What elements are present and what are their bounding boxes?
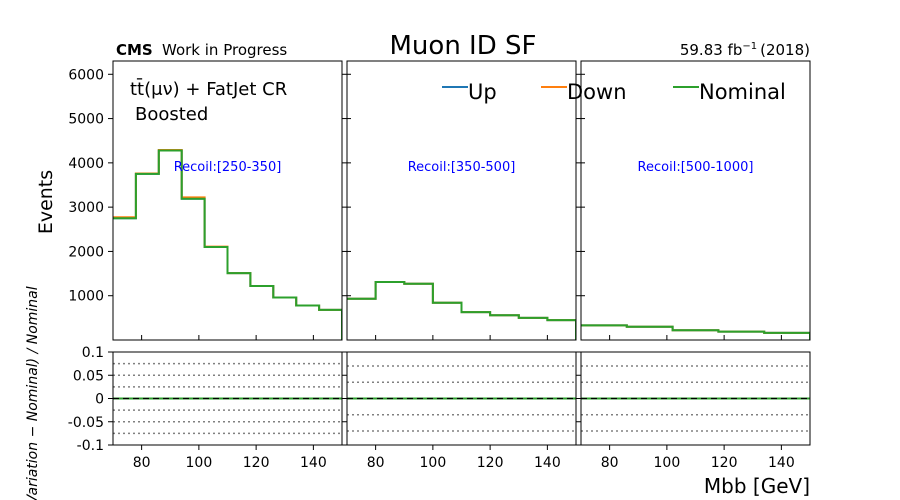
panel-3: Recoil:[500-1000] 80 100 120 140 — [576, 60, 811, 471]
x-tick-label: 120 — [243, 455, 270, 471]
y-tick-label: 6000 — [68, 67, 104, 83]
ratio-y-tick-label: -0.05 — [68, 415, 104, 431]
x-tick-label: 140 — [300, 455, 327, 471]
main-frame — [346, 60, 577, 341]
panel-2: Recoil:[350-500] 80 100 120 140 — [342, 60, 577, 471]
x-tick-label: 140 — [534, 455, 561, 471]
y-axis-title: Events — [35, 170, 57, 234]
y-tick-label: 1000 — [68, 289, 104, 305]
lumi-year: (2018) — [760, 41, 810, 59]
series-down-line — [113, 149, 342, 340]
histogram-lines — [113, 149, 342, 340]
legend-nominal-label: Nominal — [699, 80, 786, 104]
x-tick-label: 80 — [133, 455, 151, 471]
ratio-y-tick-label: 0 — [95, 392, 104, 408]
panel-1: 100020003000400050006000Recoil:[250-350]… — [68, 60, 343, 471]
plots: 100020003000400050006000Recoil:[250-350]… — [68, 60, 811, 471]
luminosity-label: 59.83 fb−1 (2018) — [680, 41, 810, 59]
lumi-value: 59.83 fb — [680, 41, 743, 59]
y-tick-label: 3000 — [68, 200, 104, 216]
x-tick-label: 100 — [654, 455, 681, 471]
y-tick-label: 2000 — [68, 244, 104, 260]
main-frame — [112, 60, 343, 341]
legend-down-label: Down — [567, 80, 627, 104]
series-nominal-line — [347, 281, 576, 340]
series-nominal-line — [113, 149, 342, 340]
ratio-y-tick-label: 0.05 — [73, 368, 104, 384]
series-nominal-line — [581, 324, 810, 340]
series-up-line — [113, 149, 342, 340]
y-tick-label: 5000 — [68, 112, 104, 128]
recoil-label: Recoil:[500-1000] — [638, 160, 754, 175]
category-label: Boosted — [135, 104, 208, 125]
x-tick-label: 80 — [367, 455, 385, 471]
main-frame — [580, 60, 811, 341]
x-axis-title: Mbb [GeV] — [704, 474, 810, 498]
lumi-exponent: −1 — [742, 41, 757, 52]
y-tick-label: 4000 — [68, 156, 104, 172]
x-tick-label: 100 — [186, 455, 213, 471]
recoil-label: Recoil:[250-350] — [174, 160, 282, 175]
x-tick-label: 140 — [768, 455, 795, 471]
x-tick-label: 80 — [601, 455, 619, 471]
legend-up-label: Up — [468, 80, 497, 104]
histogram-lines — [581, 324, 810, 340]
x-tick-label: 120 — [711, 455, 738, 471]
ratio-axis-title: (Variation − Nominal) / Nominal — [25, 286, 41, 500]
legend: Up Down Nominal — [442, 80, 786, 104]
histogram-lines — [347, 281, 576, 340]
x-tick-label: 100 — [420, 455, 447, 471]
ratio-y-tick-label: -0.1 — [77, 438, 104, 454]
status-label: Work in Progress — [162, 41, 287, 59]
region-label: tt̄(μν) + FatJet CR — [130, 78, 287, 100]
ratio-y-tick-label: 0.1 — [82, 345, 104, 361]
experiment-label: CMS — [116, 41, 153, 59]
plot-title: Muon ID SF — [390, 31, 537, 61]
x-tick-label: 120 — [477, 455, 504, 471]
recoil-label: Recoil:[350-500] — [408, 160, 516, 175]
